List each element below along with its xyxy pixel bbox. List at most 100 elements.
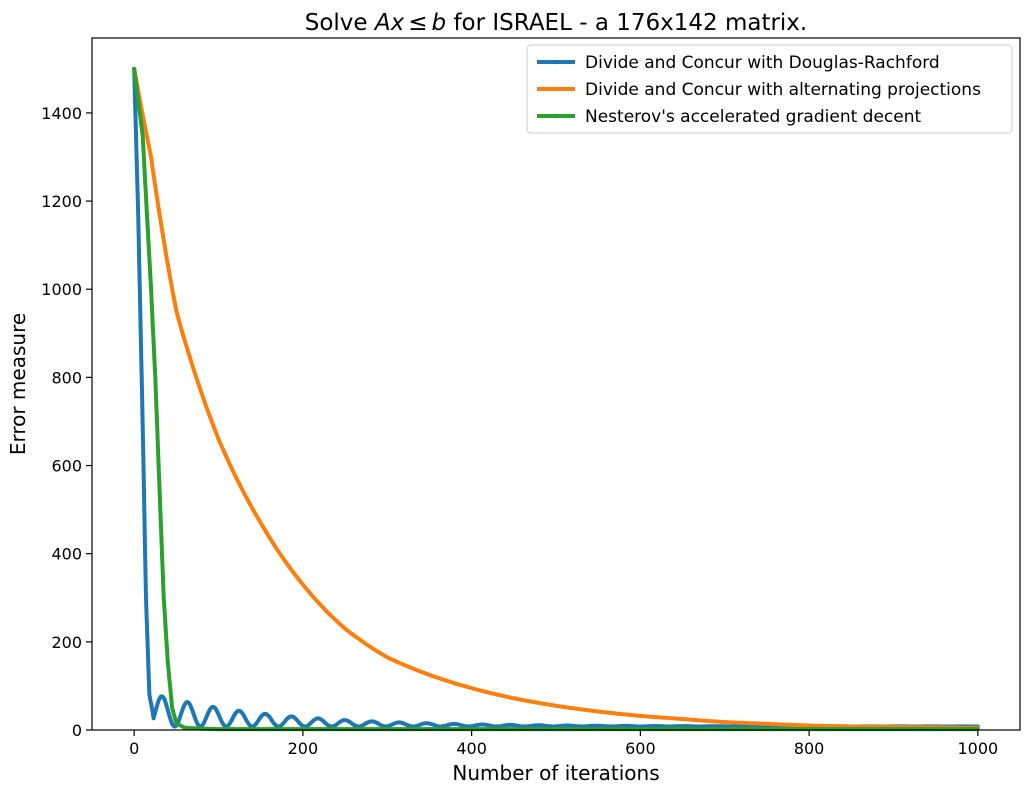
series-1-point	[564, 705, 568, 710]
series-1-point	[378, 651, 383, 656]
series-0-point	[284, 718, 288, 722]
series-0-point	[291, 714, 295, 719]
series-1-point	[523, 698, 528, 703]
series-2-point	[132, 67, 136, 71]
series-1-point	[429, 673, 433, 678]
series-0-point	[517, 724, 521, 728]
series-0-point	[388, 723, 393, 727]
series-0-point	[314, 716, 319, 721]
series-1-point	[739, 721, 744, 725]
series-1-point	[500, 693, 504, 698]
series-0-point	[402, 721, 406, 726]
series-0-point	[226, 723, 231, 727]
series-0-point	[311, 719, 315, 723]
series-0-point	[365, 721, 369, 725]
chart-title: Solve Ax ≤ b for ISRAEL - a 176x142 matrix…	[305, 10, 807, 36]
y-tick-label: 600	[51, 457, 82, 476]
series-0-point	[375, 721, 379, 725]
series-0-point	[530, 723, 535, 728]
series-0-point	[571, 724, 575, 728]
series-0-point	[486, 723, 491, 728]
series-1-point	[186, 350, 190, 354]
series-0-point	[247, 722, 251, 727]
series-0-point	[139, 340, 143, 344]
series-0-point	[264, 712, 268, 716]
series-1-point	[318, 602, 322, 606]
series-1-point	[250, 506, 255, 511]
series-1-point	[787, 723, 791, 727]
series-0-point	[456, 722, 460, 727]
series-1-point	[810, 723, 815, 728]
series-0-point	[348, 720, 353, 724]
series-1-point	[206, 410, 211, 415]
series-0-point	[567, 723, 572, 728]
series-1-point	[797, 723, 801, 727]
series-1-point	[756, 721, 761, 726]
series-1-point	[372, 647, 376, 651]
series-1-point	[631, 713, 636, 718]
series-1-point	[679, 717, 683, 721]
series-1-point	[415, 668, 420, 673]
series-0-point	[135, 190, 140, 195]
series-0-point	[480, 722, 484, 727]
series-1-point	[702, 718, 707, 723]
series-1-point	[432, 674, 437, 679]
series-0-point	[422, 721, 427, 726]
series-0-point	[625, 724, 629, 728]
series-1-point	[247, 500, 251, 505]
series-0-point	[324, 722, 329, 726]
series-1-point	[776, 722, 781, 727]
series-1-point	[814, 723, 818, 728]
series-0-point	[405, 723, 410, 727]
series-0-point	[453, 722, 457, 726]
series-0-point	[220, 720, 224, 724]
series-0-point	[301, 724, 305, 728]
series-1-point	[348, 630, 353, 635]
series-1-point	[557, 704, 562, 709]
series-2-point	[176, 722, 180, 727]
series-1-point	[726, 720, 730, 724]
series-1-point	[591, 709, 595, 713]
series-1-point	[237, 481, 241, 485]
y-tick-label: 1000	[41, 280, 82, 299]
series-1-point	[803, 723, 808, 728]
series-1-point	[419, 670, 423, 674]
x-tick-label: 1000	[957, 739, 998, 758]
series-1-point	[773, 722, 778, 726]
series-0-point	[500, 724, 504, 728]
series-0-point	[334, 722, 339, 727]
series-1-point	[496, 693, 501, 697]
series-0-point	[297, 721, 302, 725]
series-1-point	[689, 717, 693, 722]
series-1-point	[149, 155, 153, 159]
series-1-point	[395, 660, 400, 664]
series-1-point	[402, 663, 406, 667]
series-1-point	[199, 391, 204, 396]
series-0-point	[655, 724, 659, 728]
series-1-point	[449, 680, 454, 684]
series-0-point	[442, 724, 447, 728]
series-2-point	[193, 726, 197, 731]
series-line-2	[132, 66, 980, 732]
series-1-point	[668, 716, 673, 720]
series-1-point	[459, 683, 464, 688]
series-1-point	[358, 638, 363, 642]
series-1-point	[574, 706, 578, 711]
series-1-point	[301, 582, 305, 587]
series-1-point	[766, 722, 771, 726]
series-0-point	[594, 723, 599, 728]
series-1-point	[743, 721, 747, 725]
series-0-point	[253, 722, 258, 727]
series-0-point	[169, 719, 174, 724]
series-1-point	[412, 667, 417, 671]
series-1-point	[280, 555, 285, 560]
series-1-point	[817, 724, 821, 728]
series-2-point	[149, 287, 153, 292]
x-axis-label: Number of iterations	[452, 761, 659, 785]
series-1-point	[614, 711, 619, 716]
series-0-point	[419, 722, 423, 727]
series-2-point	[179, 724, 184, 728]
series-2-point	[145, 225, 150, 230]
series-1-point	[179, 327, 184, 332]
series-1-point	[716, 719, 720, 724]
